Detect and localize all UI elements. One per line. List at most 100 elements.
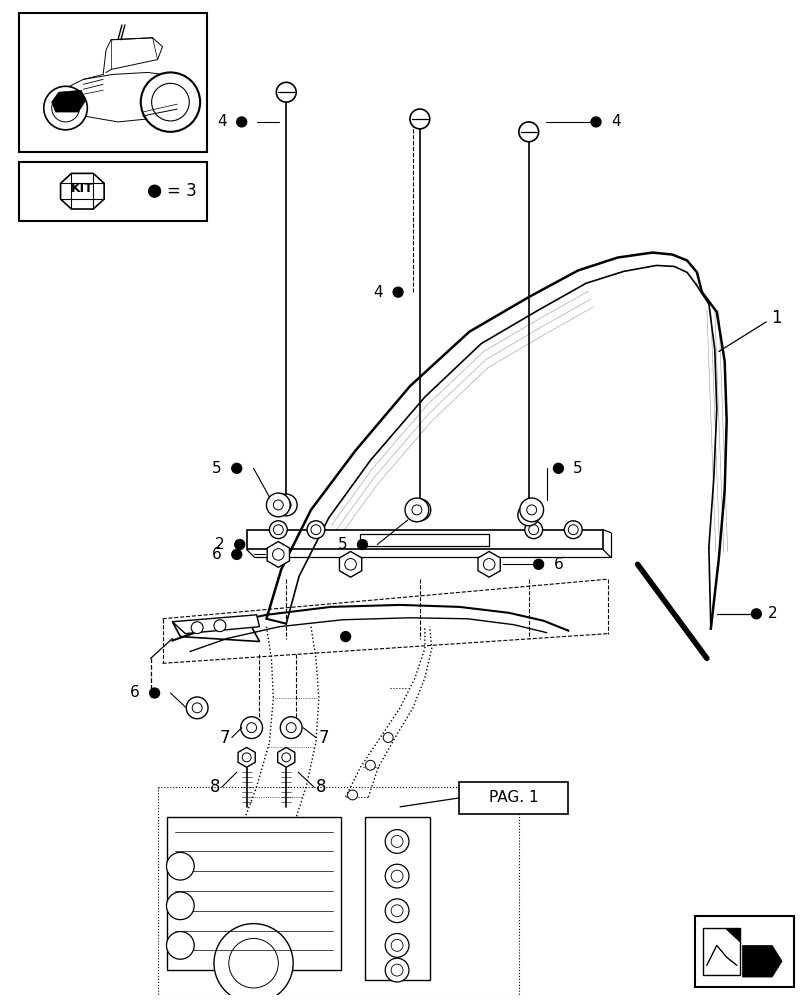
Circle shape	[276, 82, 296, 102]
Text: PAG. 1: PAG. 1	[488, 790, 538, 805]
Circle shape	[281, 753, 290, 762]
Circle shape	[519, 498, 543, 522]
Circle shape	[286, 723, 296, 733]
Polygon shape	[360, 534, 488, 546]
Circle shape	[384, 830, 409, 853]
Circle shape	[149, 688, 159, 698]
Circle shape	[280, 717, 302, 739]
Text: 4: 4	[217, 114, 226, 129]
Text: 5: 5	[573, 461, 582, 476]
Circle shape	[365, 760, 375, 770]
Circle shape	[214, 924, 293, 1000]
Text: 2: 2	[767, 606, 777, 621]
Circle shape	[568, 525, 577, 535]
Circle shape	[517, 504, 539, 526]
Circle shape	[214, 620, 225, 632]
Polygon shape	[478, 551, 500, 577]
Circle shape	[281, 500, 291, 510]
Text: 6: 6	[130, 685, 139, 700]
Circle shape	[166, 852, 194, 880]
Circle shape	[518, 122, 538, 142]
Circle shape	[528, 525, 538, 535]
Circle shape	[186, 697, 208, 719]
Circle shape	[590, 117, 600, 127]
Circle shape	[345, 559, 356, 570]
Circle shape	[269, 521, 287, 539]
Circle shape	[347, 790, 357, 800]
Circle shape	[273, 525, 283, 535]
Circle shape	[234, 540, 244, 549]
Polygon shape	[723, 928, 739, 942]
Circle shape	[411, 505, 422, 515]
Text: KIT: KIT	[71, 182, 93, 195]
Circle shape	[148, 185, 161, 197]
Circle shape	[393, 287, 402, 297]
Text: 8: 8	[315, 778, 326, 796]
Text: 7: 7	[319, 729, 329, 747]
Circle shape	[524, 521, 542, 539]
Circle shape	[231, 463, 242, 473]
Circle shape	[409, 499, 430, 521]
Circle shape	[357, 540, 367, 549]
Text: 6: 6	[212, 547, 221, 562]
Circle shape	[140, 72, 200, 132]
Circle shape	[384, 864, 409, 888]
Circle shape	[405, 498, 428, 522]
Circle shape	[483, 559, 495, 570]
Circle shape	[410, 109, 429, 129]
Circle shape	[44, 86, 88, 130]
Text: 6: 6	[553, 557, 563, 572]
Polygon shape	[172, 622, 260, 642]
Text: 4: 4	[373, 285, 383, 300]
Circle shape	[414, 505, 424, 515]
Circle shape	[266, 493, 290, 517]
Circle shape	[247, 723, 256, 733]
Text: 5: 5	[337, 537, 347, 552]
Circle shape	[341, 632, 350, 642]
Polygon shape	[167, 817, 341, 970]
Circle shape	[166, 892, 194, 920]
Circle shape	[391, 939, 402, 951]
Circle shape	[523, 510, 533, 520]
Circle shape	[272, 549, 284, 560]
Polygon shape	[238, 747, 255, 767]
Text: 5: 5	[212, 461, 221, 476]
Circle shape	[526, 505, 536, 515]
Polygon shape	[459, 782, 568, 814]
Polygon shape	[61, 173, 104, 209]
Circle shape	[237, 117, 247, 127]
Polygon shape	[741, 945, 781, 977]
Text: 8: 8	[209, 778, 220, 796]
Polygon shape	[52, 90, 85, 112]
Circle shape	[229, 938, 278, 988]
Text: = 3: = 3	[167, 182, 197, 200]
Circle shape	[192, 703, 202, 713]
Circle shape	[384, 958, 409, 982]
Circle shape	[191, 622, 203, 634]
Text: 1: 1	[770, 309, 781, 327]
Circle shape	[307, 521, 324, 539]
Circle shape	[391, 905, 402, 917]
Circle shape	[311, 525, 320, 535]
Circle shape	[275, 494, 297, 516]
Circle shape	[166, 932, 194, 959]
Polygon shape	[702, 928, 739, 975]
Circle shape	[391, 964, 402, 976]
Bar	[19, 13, 207, 152]
Bar	[19, 162, 207, 221]
Polygon shape	[339, 551, 361, 577]
Polygon shape	[277, 747, 294, 767]
Circle shape	[384, 899, 409, 923]
Circle shape	[391, 870, 402, 882]
Circle shape	[240, 717, 262, 739]
Circle shape	[533, 559, 543, 569]
Circle shape	[273, 500, 283, 510]
Polygon shape	[172, 615, 260, 634]
Circle shape	[231, 549, 242, 559]
Circle shape	[152, 83, 189, 121]
Polygon shape	[267, 542, 289, 567]
Bar	[694, 916, 793, 987]
Text: 4: 4	[610, 114, 620, 129]
Polygon shape	[247, 530, 603, 549]
Circle shape	[383, 733, 393, 742]
